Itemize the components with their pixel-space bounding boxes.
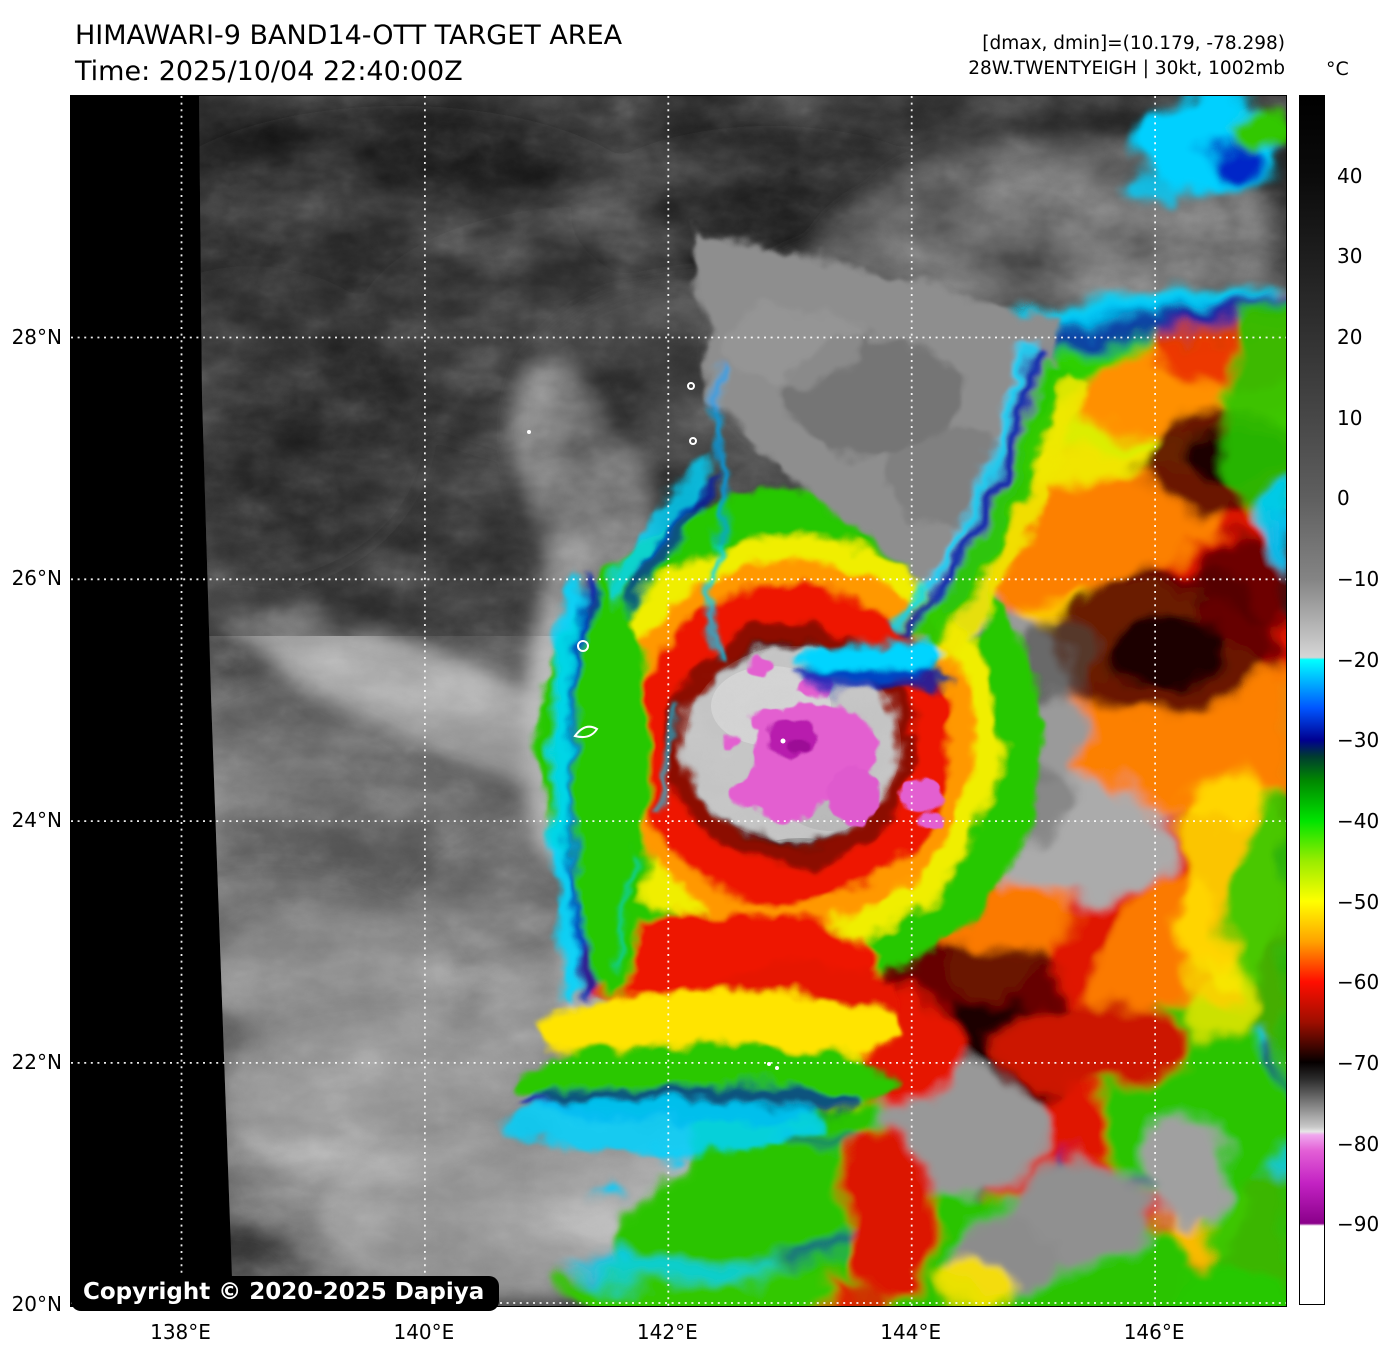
lat-tick-label: 22°N xyxy=(11,1049,62,1074)
colorbar-tick-label: 40 xyxy=(1337,163,1363,188)
colorbar xyxy=(1299,95,1325,1305)
page-title: HIMAWARI-9 BAND14-OTT TARGET AREA xyxy=(75,20,623,51)
colorbar-tick-label: −80 xyxy=(1337,1131,1380,1156)
lon-tick-label: 142°E xyxy=(636,1320,698,1344)
colorbar-tick-label: 30 xyxy=(1337,244,1363,269)
colorbar-tick-label: 20 xyxy=(1337,325,1363,349)
colorbar-tick-label: −40 xyxy=(1337,809,1380,833)
colorbar-unit-label: °C xyxy=(1326,58,1349,80)
colorbar-tick-label: −60 xyxy=(1337,970,1380,995)
dmax-dmin-label: [dmax, dmin]=(10.179, -78.298) xyxy=(982,33,1285,54)
colorbar-tick-label: −70 xyxy=(1337,1051,1380,1075)
frontal-boundary-layer xyxy=(613,226,1083,972)
lon-tick-label: 138°E xyxy=(150,1320,211,1344)
colorbar-tick-label: −30 xyxy=(1337,728,1380,753)
lat-tick-label: 28°N xyxy=(11,324,62,349)
storm-info-label: 28W.TWENTYEIGH | 30kt, 1002mb xyxy=(968,58,1285,79)
lon-tick-label: 144°E xyxy=(880,1320,942,1344)
copyright-badge: Copyright © 2020-2025 Dapiya xyxy=(71,1276,500,1311)
grid-overlay xyxy=(71,96,1286,1306)
header-right-block: [dmax, dmin]=(10.179, -78.298) 28W.TWENT… xyxy=(968,31,1285,81)
colorbar-tick-label: −10 xyxy=(1337,567,1380,591)
lat-tick-label: 26°N xyxy=(11,566,62,591)
lat-tick-label: 24°N xyxy=(11,808,62,833)
coldest-tops-magenta xyxy=(723,658,943,830)
lat-tick-label: 20°N xyxy=(11,1291,62,1316)
island-contours xyxy=(527,382,779,1070)
colorbar-tick-label: −90 xyxy=(1337,1212,1380,1237)
satellite-map xyxy=(70,95,1287,1307)
lon-tick-label: 146°E xyxy=(1123,1320,1185,1344)
colorbar-tick-label: −20 xyxy=(1337,647,1380,672)
colorbar-tick-label: −50 xyxy=(1337,889,1380,914)
lon-tick-label: 140°E xyxy=(393,1320,455,1344)
storm-cdo xyxy=(685,646,943,842)
satellite-imagery xyxy=(71,96,1286,1306)
page-title-block: HIMAWARI-9 BAND14-OTT TARGET AREA Time: … xyxy=(75,18,622,90)
colorbar-tick-label: 0 xyxy=(1337,486,1350,511)
time-label: Time: 2025/10/04 22:40:00Z xyxy=(75,56,463,87)
colorbar-tick-label: 10 xyxy=(1337,405,1363,430)
